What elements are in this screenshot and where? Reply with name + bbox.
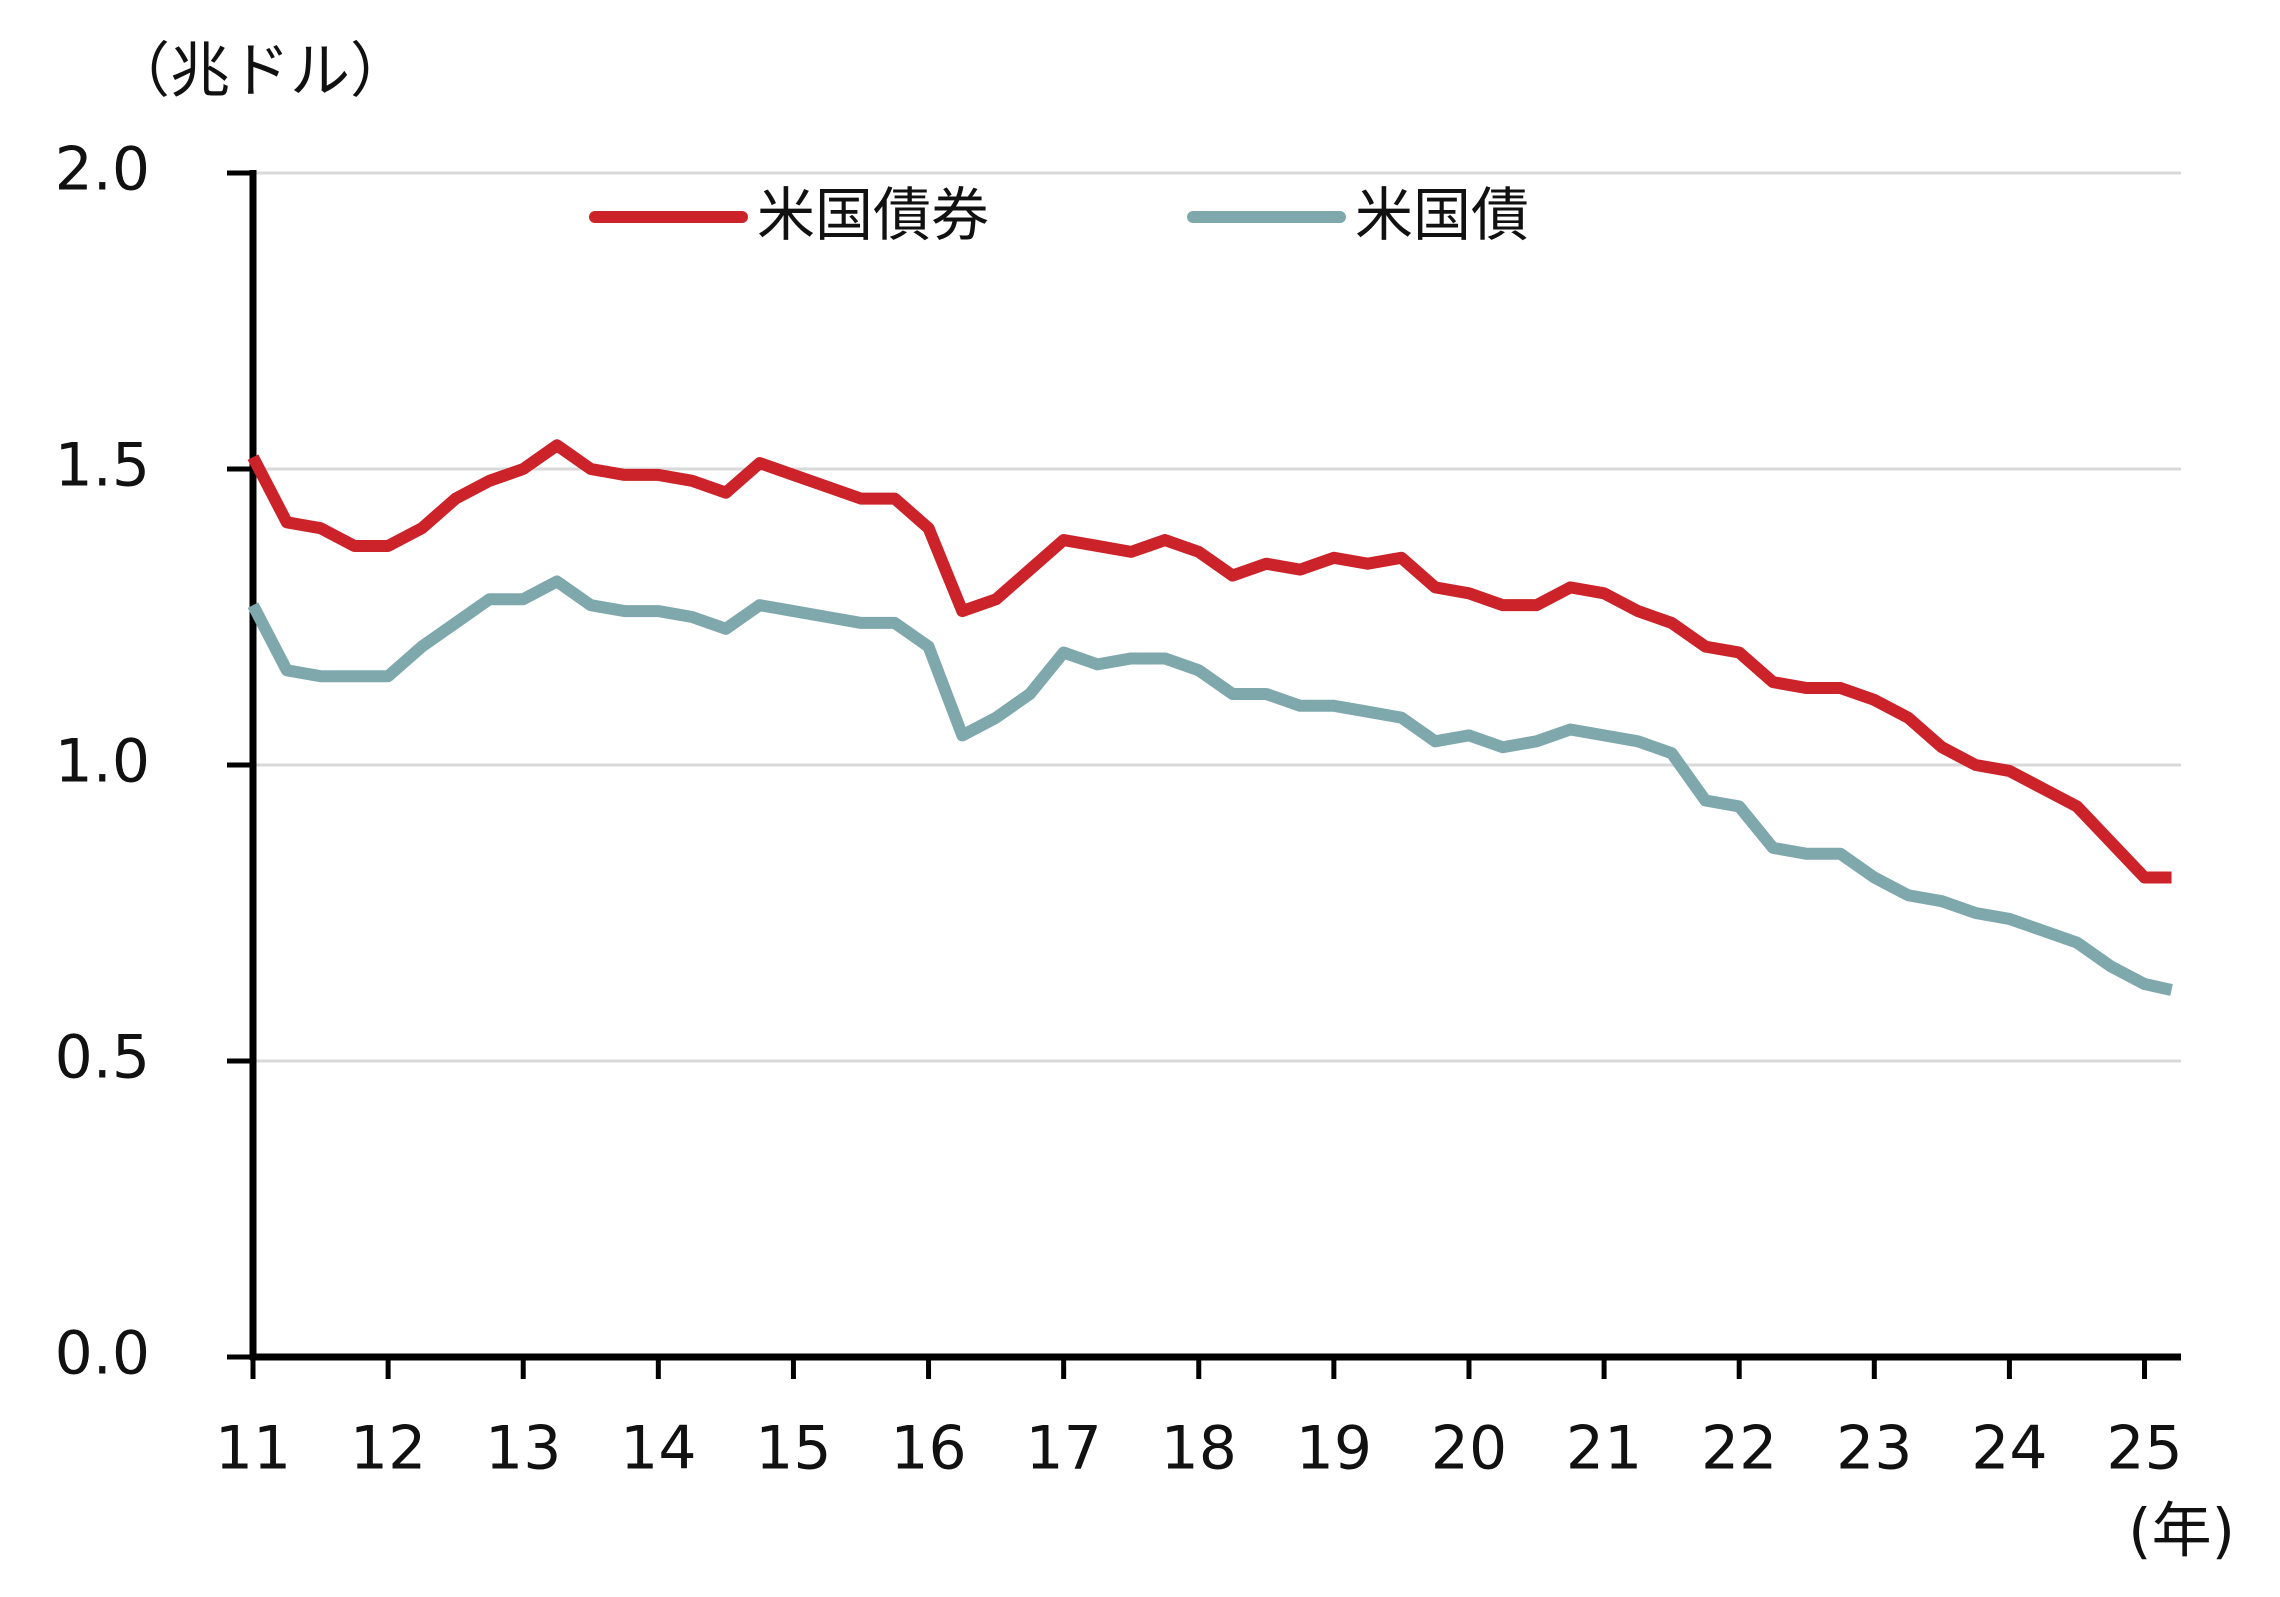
y-unit-label: （兆ドル）	[110, 37, 410, 107]
legend-label: 米国債券	[757, 181, 989, 249]
x-tick-label: 17	[1025, 1414, 1101, 1484]
x-tick-label: 18	[1161, 1414, 1237, 1484]
x-tick-label: 25	[2106, 1414, 2182, 1484]
x-tick-label: 22	[1701, 1414, 1777, 1484]
series-line	[247, 575, 2173, 996]
y-tick-label: 1.5	[55, 431, 150, 501]
y-tick-label: 0.5	[55, 1023, 150, 1093]
x-tick-label: 15	[755, 1414, 831, 1484]
x-tick-label: 13	[485, 1414, 561, 1484]
x-tick-label: 21	[1566, 1414, 1642, 1484]
x-tick-label: 12	[350, 1414, 426, 1484]
legend-label: 米国債	[1355, 181, 1529, 249]
x-tick-label: 19	[1296, 1414, 1372, 1484]
x-tick-label: 14	[620, 1414, 696, 1484]
y-tick-label: 2.0	[55, 135, 150, 205]
x-tick-label: 11	[215, 1414, 291, 1484]
x-tick-label: 20	[1431, 1414, 1507, 1484]
x-tick-label: 24	[1971, 1414, 2047, 1484]
x-unit-label: (年)	[2128, 1497, 2235, 1567]
x-tick-label: 16	[890, 1414, 966, 1484]
x-tick-label: 23	[1836, 1414, 1912, 1484]
y-tick-label: 1.0	[55, 727, 150, 797]
y-tick-label: 0.0	[55, 1319, 150, 1389]
series-line	[247, 439, 2172, 884]
